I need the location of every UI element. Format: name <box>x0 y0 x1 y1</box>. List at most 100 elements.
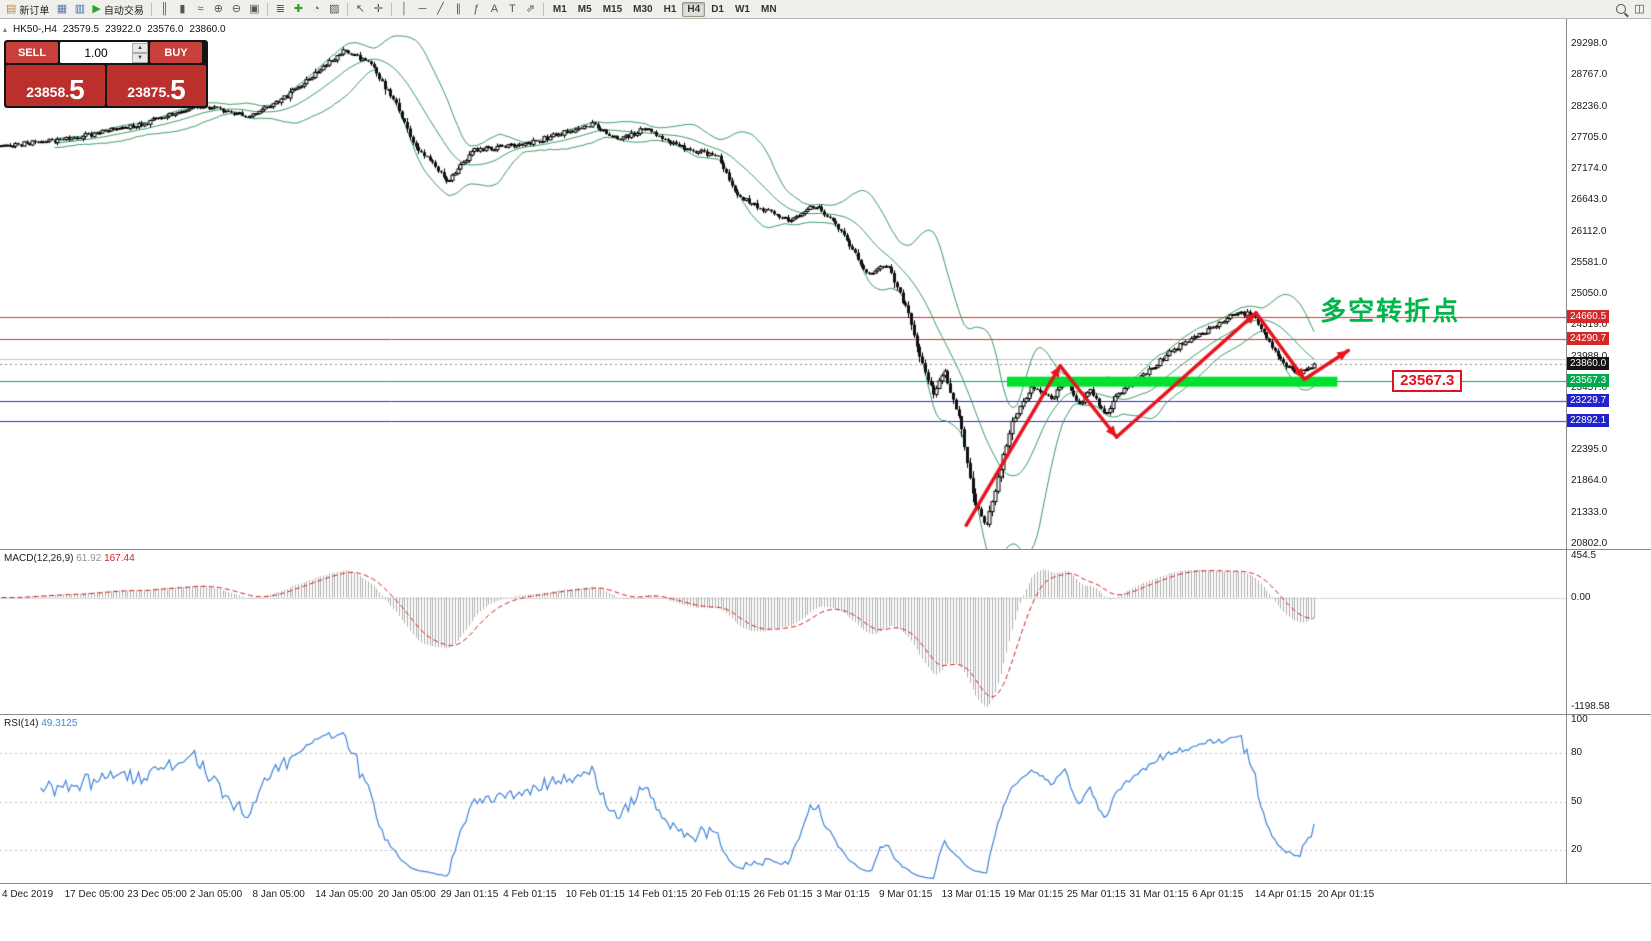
symbol-period-label: HK50-,H4 <box>13 24 57 35</box>
price-tick: 22395.0 <box>1571 444 1608 456</box>
sell-button[interactable]: SELL <box>6 42 58 63</box>
ohlc-open: 23579.5 <box>62 24 100 35</box>
add-indicator-button[interactable]: ✚ <box>290 1 307 17</box>
candles-mode-button[interactable]: ▮ <box>174 1 191 17</box>
price-tick: 23988.0 <box>1571 350 1608 362</box>
charts-button[interactable]: ▦ <box>53 1 70 17</box>
zoom-in-button[interactable]: ⊕ <box>210 1 227 17</box>
new-order-button[interactable]: ▤ 新订单 <box>3 1 52 17</box>
price-level-tag: 24290.7 <box>1567 331 1610 345</box>
indicators-button[interactable]: ≣ <box>272 1 289 17</box>
zoom-out-icon: ⊖ <box>231 2 241 15</box>
period-button[interactable]: ◔ <box>308 1 325 17</box>
channel-tool-button[interactable]: ∥ <box>450 1 467 17</box>
one-click-collapse-icon[interactable]: ▴ <box>3 25 8 34</box>
price-chart-panel: ▴ HK50-,H4 23579.5 23922.0 23576.0 23860… <box>0 19 1651 549</box>
fibonacci-tool-button[interactable]: ƒ <box>468 1 485 17</box>
new-window-button[interactable]: ◫ <box>1631 1 1648 17</box>
buy-price-display[interactable]: 23875. 5 <box>107 65 206 106</box>
price-tick: 28767.0 <box>1571 69 1608 81</box>
time-axis-label: 3 Mar 01:15 <box>816 889 870 900</box>
vline-tool-button[interactable]: │ <box>396 1 413 17</box>
ohlc-close: 23860.0 <box>189 24 226 35</box>
line-mode-icon: ≈ <box>197 2 204 15</box>
time-axis-label: 13 Mar 01:15 <box>941 889 1001 900</box>
price-tick: 25581.0 <box>1571 256 1608 268</box>
tile-windows-button[interactable]: ▣ <box>246 1 263 17</box>
new-window-icon: ◫ <box>1634 2 1645 15</box>
cursor-button[interactable]: ↖ <box>352 1 369 17</box>
sell-price-display[interactable]: 23858. 5 <box>6 65 105 106</box>
rsi-label: RSI(14) 49.3125 <box>4 718 78 729</box>
zoom-in-icon: ⊕ <box>213 2 223 15</box>
tile-windows-icon: ▣ <box>249 2 260 15</box>
price-tick: 28236.0 <box>1571 100 1608 112</box>
time-axis-label: 25 Mar 01:15 <box>1066 889 1126 900</box>
volume-down-button[interactable]: ▼ <box>132 52 148 63</box>
time-axis-label: 14 Jan 05:00 <box>315 889 374 900</box>
volume-up-button[interactable]: ▲ <box>132 42 148 53</box>
price-level-tag: 22892.1 <box>1567 413 1610 427</box>
search-button[interactable] <box>1612 1 1629 17</box>
auto-trading-button[interactable]: ▶ 自动交易 <box>89 1 146 17</box>
channel-tool-icon: ∥ <box>455 2 462 15</box>
template-button[interactable]: ▨ <box>326 1 343 17</box>
price-tick: 27705.0 <box>1571 131 1608 143</box>
toolbar-right-group: ◫ <box>1612 1 1648 17</box>
support-price-label: 23567.3 <box>1392 370 1463 393</box>
label-tool-button[interactable]: T <box>504 1 521 17</box>
crosshair-button[interactable]: ✛ <box>370 1 387 17</box>
arrows-tool-button[interactable]: ⇗ <box>522 1 539 17</box>
timeframe-h4-button[interactable]: H4 <box>682 1 706 17</box>
price-chart-canvas[interactable] <box>0 19 1566 549</box>
price-tick: 21333.0 <box>1571 506 1608 518</box>
vline-tool-icon: │ <box>400 2 408 15</box>
time-axis-label: 31 Mar 01:15 <box>1129 889 1189 900</box>
price-tick: 26643.0 <box>1571 194 1608 206</box>
rsi-axis[interactable]: 100 80 50 20 <box>1566 714 1651 883</box>
macd-tick: 0.00 <box>1571 591 1591 603</box>
timeframe-d1-button[interactable]: D1 <box>706 2 729 17</box>
toolbar-separator <box>390 2 392 16</box>
price-tick: 25050.0 <box>1571 288 1608 299</box>
macd-signal-value: 167.44 <box>104 553 135 564</box>
line-mode-button[interactable]: ≈ <box>192 1 209 17</box>
time-axis[interactable]: 4 Dec 2019 17 Dec 05:00 23 Dec 05:00 2 Jan … <box>0 883 1651 906</box>
timeframe-h1-button[interactable]: H1 <box>659 2 682 17</box>
timeframe-mn-button[interactable]: MN <box>756 2 782 17</box>
label-tool-icon: T <box>509 2 516 15</box>
timeframe-m30-button[interactable]: M30 <box>628 2 657 17</box>
arrows-tool-icon: ⇗ <box>525 2 535 15</box>
trendline-tool-button[interactable]: ╱ <box>432 1 449 17</box>
timeframe-m5-button[interactable]: M5 <box>573 2 597 17</box>
macd-axis[interactable]: 454.5 0.00 -1198.58 <box>1566 550 1651 714</box>
cursor-icon: ↖ <box>355 2 365 15</box>
time-axis-label: 4 Dec 2019 <box>2 889 54 900</box>
market-watch-icon: ▥ <box>74 2 86 15</box>
text-tool-button[interactable]: A <box>486 1 503 17</box>
volume-input[interactable] <box>60 42 132 63</box>
time-axis-label: 19 Mar 01:15 <box>1004 889 1064 900</box>
volume-spin-buttons: ▲ ▼ <box>132 42 148 63</box>
bars-mode-icon: ║ <box>160 2 169 15</box>
volume-stepper: ▲ ▼ <box>60 42 148 63</box>
search-icon <box>1615 4 1626 14</box>
time-axis-label: 2 Jan 05:00 <box>189 889 243 900</box>
price-level-tag: 24660.5 <box>1567 309 1610 323</box>
bars-mode-button[interactable]: ║ <box>156 1 173 17</box>
time-axis-label: 6 Apr 01:15 <box>1192 889 1244 900</box>
market-watch-button[interactable]: ▥ <box>71 1 88 17</box>
zoom-out-button[interactable]: ⊖ <box>228 1 245 17</box>
macd-canvas[interactable] <box>0 550 1566 714</box>
timeframe-m15-button[interactable]: M15 <box>598 2 627 17</box>
sell-price-main: 23858. <box>26 84 70 100</box>
one-click-trading-widget: SELL ▲ ▼ BUY 23858.5 23875 <box>4 40 208 108</box>
rsi-canvas[interactable] <box>0 715 1566 883</box>
macd-plot-area: MACD(12,26,9) 61.92 167.44 <box>0 550 1566 714</box>
timeframe-m1-button[interactable]: M1 <box>548 2 572 17</box>
time-axis-label: 14 Feb 01:15 <box>628 889 688 900</box>
buy-button[interactable]: BUY <box>150 42 202 63</box>
timeframe-w1-button[interactable]: W1 <box>730 2 755 17</box>
hline-tool-button[interactable]: ─ <box>414 1 431 17</box>
price-axis[interactable]: 29298.0 28767.0 28236.0 27705.0 27174.0 26643… <box>1566 19 1651 549</box>
